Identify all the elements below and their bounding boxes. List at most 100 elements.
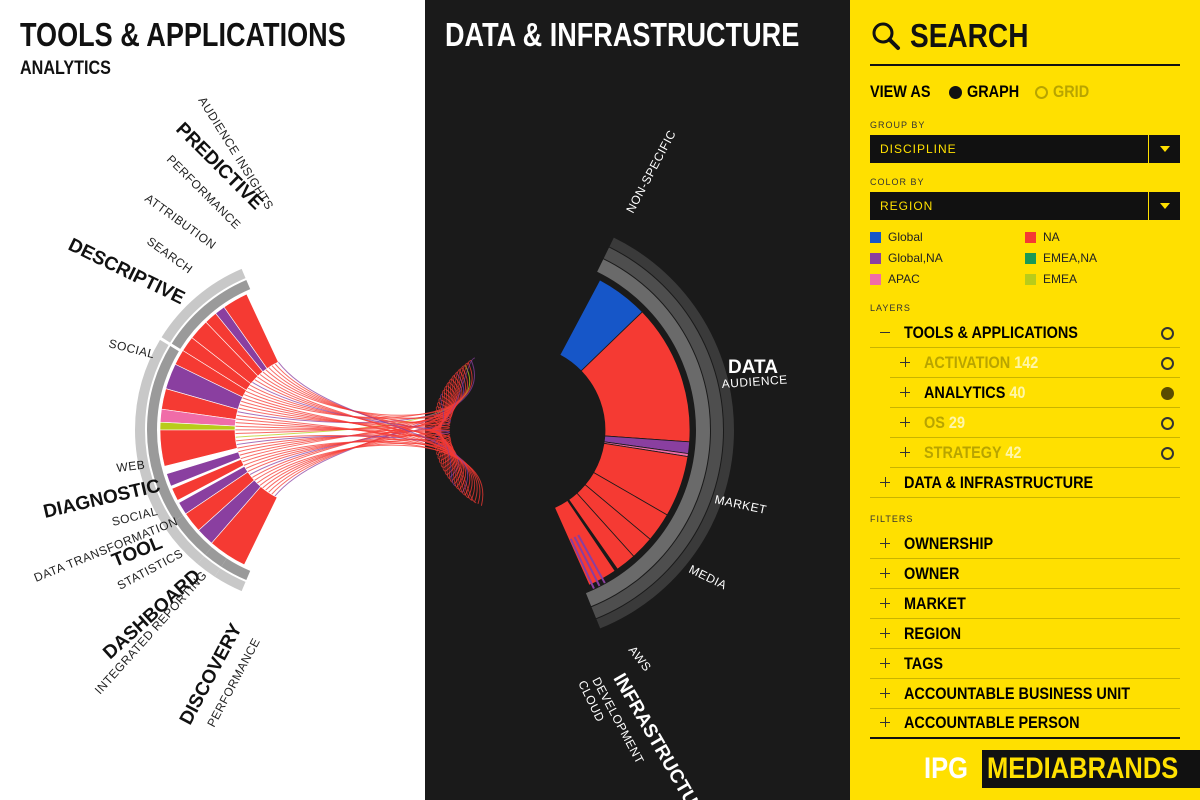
expand-icon[interactable] (900, 356, 912, 369)
layer-toggle-icon[interactable] (1161, 357, 1174, 370)
layer-count: 42 (1005, 442, 1022, 462)
right-radial-chart[interactable] (554, 237, 734, 629)
filter-label[interactable]: ACCOUNTABLE BUSINESS UNIT (904, 683, 1131, 703)
left-radial-chart[interactable] (135, 268, 279, 592)
radio-graph-icon[interactable] (949, 85, 963, 99)
expand-icon[interactable] (900, 386, 912, 399)
layer-data-infrastructure[interactable]: DATA & INFRASTRUCTURE (870, 468, 1180, 498)
filter-label[interactable]: REGION (904, 623, 962, 643)
label-non-specific[interactable]: NON-SPECIFIC (623, 128, 679, 216)
layer-toggle-icon[interactable] (1161, 417, 1174, 430)
filter-tags[interactable]: TAGS (870, 649, 1180, 679)
color-by-value[interactable]: REGION (880, 199, 934, 213)
label-aws[interactable]: AWS (626, 643, 655, 674)
layer-label[interactable]: ANALYTICS 40 (924, 383, 1025, 403)
layer-name[interactable]: ANALYTICS (924, 382, 1006, 402)
expand-icon[interactable] (900, 416, 912, 429)
layer-activation[interactable]: ACTIVATION 142 (890, 348, 1180, 378)
link-curve (259, 373, 478, 503)
layer-label[interactable]: DATA & INFRASTRUCTURE (904, 472, 1094, 492)
filter-label[interactable]: MARKET (904, 593, 966, 613)
layer-label[interactable]: STRATEGY 42 (924, 443, 1021, 463)
panel-subtitle-analytics: ANALYTICS (20, 58, 111, 79)
ipg-mediabrands-logo: IPG MEDIABRANDS (924, 750, 1200, 788)
expand-icon[interactable] (880, 657, 892, 670)
view-grid-label[interactable]: GRID (1052, 82, 1089, 101)
filter-owner[interactable]: OWNER (870, 559, 1180, 589)
view-graph-label[interactable]: GRAPH (967, 82, 1020, 101)
label-social-descriptive[interactable]: SOCIAL (107, 336, 156, 361)
label-web[interactable]: WEB (116, 458, 146, 475)
expand-icon[interactable] (880, 476, 892, 489)
layer-toggle-icon[interactable] (1161, 327, 1174, 340)
filter-region[interactable]: REGION (870, 619, 1180, 649)
layer-strategy[interactable]: STRATEGY 42 (890, 438, 1180, 468)
layer-name[interactable]: ACTIVATION (924, 352, 1011, 372)
left-rim-outer (161, 268, 246, 343)
layer-os[interactable]: OS 29 (890, 408, 1180, 438)
filter-label[interactable]: TAGS (904, 653, 944, 673)
left-arc-segment (185, 471, 255, 531)
layer-toggle-icon[interactable] (1161, 447, 1174, 460)
left-arc-segment (191, 321, 259, 385)
label-media[interactable]: MEDIA (687, 562, 730, 592)
layer-toggle-icon[interactable] (1161, 387, 1174, 400)
left-arc-segment (159, 408, 237, 427)
dropdown-arrow-icon[interactable] (1148, 192, 1180, 220)
view-grid-option[interactable]: GRID (1034, 82, 1096, 102)
link-curve (242, 441, 484, 506)
expand-icon[interactable] (900, 446, 912, 459)
layer-name[interactable]: OS (924, 412, 945, 432)
layer-count: 40 (1009, 382, 1026, 402)
filter-label[interactable]: OWNERSHIP (904, 533, 994, 553)
left-rim-outer (197, 556, 221, 577)
layer-tools-applications[interactable]: TOOLS & APPLICATIONS (870, 318, 1180, 348)
layer-count: 142 (1014, 352, 1039, 372)
color-by-dropdown[interactable]: REGION (870, 192, 1180, 220)
expand-icon[interactable] (880, 627, 892, 640)
dropdown-arrow-icon[interactable] (1148, 135, 1180, 163)
filter-accountable-business-unit[interactable]: ACCOUNTABLE BUSINESS UNIT (870, 679, 1180, 709)
group-by-dropdown[interactable]: DISCIPLINE (870, 135, 1180, 163)
layer-analytics[interactable]: ANALYTICS 40 (890, 378, 1180, 408)
legend-label: EMEA (1043, 272, 1078, 286)
radial-graph[interactable]: AUDIENCE INSIGHTS PREDICTIVE PERFORMANCE… (0, 0, 850, 800)
filter-accountable-person[interactable]: ACCOUNTABLE PERSON (870, 709, 1180, 739)
label-market[interactable]: MARKET (713, 492, 768, 517)
label-data[interactable]: DATA (728, 357, 778, 378)
label-search[interactable]: SEARCH (144, 234, 195, 276)
filter-label[interactable]: ACCOUNTABLE PERSON (904, 713, 1080, 732)
layer-label[interactable]: ACTIVATION 142 (924, 353, 1038, 373)
color-by-label: COLOR BY (870, 177, 925, 187)
expand-icon[interactable] (880, 567, 892, 580)
collapse-icon[interactable] (880, 327, 892, 339)
expand-icon[interactable] (880, 687, 892, 700)
left-rim-outer (164, 522, 204, 565)
link-curve (265, 369, 456, 419)
search-header[interactable]: SEARCH (870, 14, 1049, 58)
view-graph-option[interactable]: GRAPH (949, 82, 1028, 102)
filter-market[interactable]: MARKET (870, 589, 1180, 619)
layer-label[interactable]: TOOLS & APPLICATIONS (904, 322, 1078, 342)
expand-icon[interactable] (880, 537, 892, 550)
expand-icon[interactable] (880, 717, 892, 729)
expand-icon[interactable] (880, 597, 892, 610)
layer-label[interactable]: OS 29 (924, 413, 965, 433)
divider (870, 64, 1180, 66)
legend-label: Global,NA (888, 251, 943, 265)
layer-name[interactable]: STRATEGY (924, 442, 1002, 462)
right-arc-segment (568, 492, 635, 570)
radio-grid-icon[interactable] (1034, 85, 1048, 99)
label-integrated-reporting[interactable]: INTEGRATED REPORTING (92, 568, 210, 697)
filter-ownership[interactable]: OWNERSHIP (870, 529, 1180, 559)
search-icon[interactable] (870, 20, 902, 52)
group-by-value[interactable]: DISCIPLINE (880, 142, 957, 156)
legend-label: Global (888, 230, 923, 244)
link-curve (243, 440, 467, 491)
label-audience[interactable]: AUDIENCE (721, 372, 788, 391)
right-thin-segment (573, 536, 601, 587)
filter-label[interactable]: OWNER (904, 563, 960, 583)
legend-swatch (1025, 273, 1036, 285)
left-arc-segment (223, 293, 279, 369)
legend-swatch (1025, 252, 1036, 264)
